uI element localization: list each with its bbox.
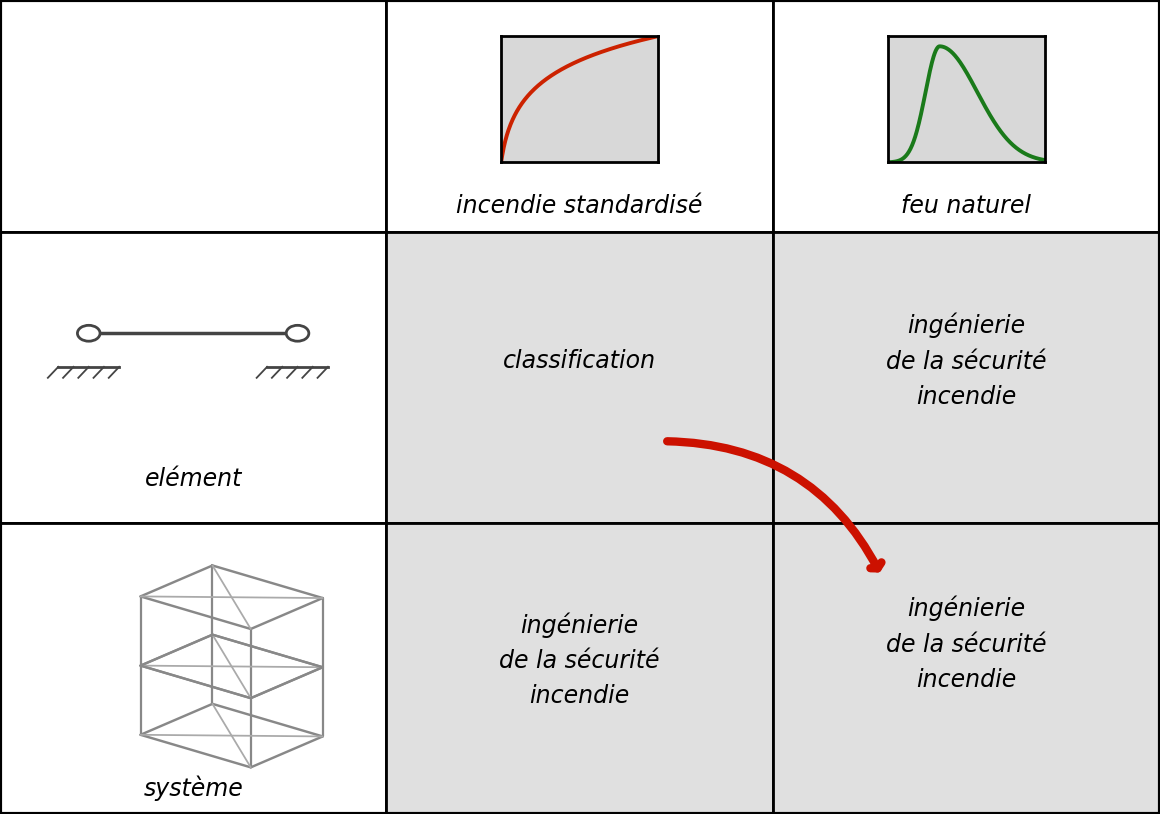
Bar bbox=[0, 232, 386, 523]
Text: classification: classification bbox=[502, 349, 657, 373]
Bar bbox=[0, 523, 386, 814]
Bar bbox=[386, 0, 773, 232]
Text: elément: elément bbox=[145, 467, 241, 491]
Bar bbox=[773, 523, 1160, 814]
Circle shape bbox=[287, 326, 309, 341]
Circle shape bbox=[78, 326, 100, 341]
Bar bbox=[386, 523, 773, 814]
Bar bbox=[773, 232, 1160, 523]
Bar bbox=[773, 0, 1160, 232]
Text: incendie standardisé: incendie standardisé bbox=[456, 195, 703, 218]
Text: feu naturel: feu naturel bbox=[901, 195, 1031, 218]
Text: ingénierie
de la sécurité
incendie: ingénierie de la sécurité incendie bbox=[886, 596, 1046, 692]
Text: ingénierie
de la sécurité
incendie: ingénierie de la sécurité incendie bbox=[886, 313, 1046, 409]
Bar bbox=[0, 0, 386, 232]
Text: système: système bbox=[144, 775, 242, 800]
Bar bbox=[386, 232, 773, 523]
Text: ingénierie
de la sécurité
incendie: ingénierie de la sécurité incendie bbox=[499, 612, 660, 708]
